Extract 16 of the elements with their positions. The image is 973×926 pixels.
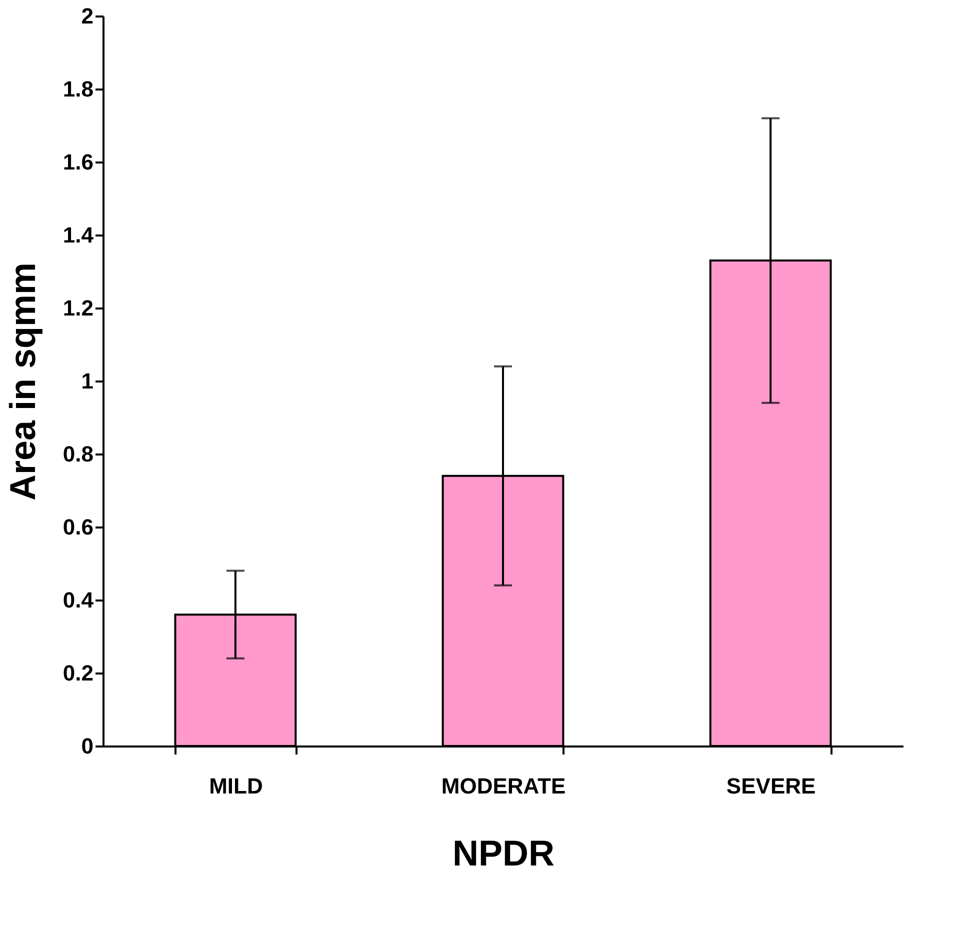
y-tick-label: 1.2: [62, 296, 94, 320]
y-tick-label: 0: [81, 734, 94, 758]
y-tick-label: 1.4: [62, 222, 94, 248]
y-tick-label: 1: [81, 368, 94, 394]
x-tick-label: SEVERE: [726, 774, 816, 798]
y-tick-label: 1.6: [62, 150, 94, 174]
y-tick-label: 0.8: [62, 442, 94, 466]
y-tick-label: 2: [81, 4, 94, 28]
y-tick-label: 0.2: [62, 660, 94, 686]
y-tick-label: 1.8: [62, 76, 94, 102]
y-tick-label: 0.6: [62, 514, 94, 540]
x-axis-title: NPDR: [452, 832, 555, 874]
y-tick-label: 0.4: [62, 588, 94, 612]
x-tick-label: MILD: [209, 774, 263, 798]
y-axis-title: Area in sqmm: [2, 262, 43, 501]
x-tick-label: MODERATE: [441, 774, 566, 798]
